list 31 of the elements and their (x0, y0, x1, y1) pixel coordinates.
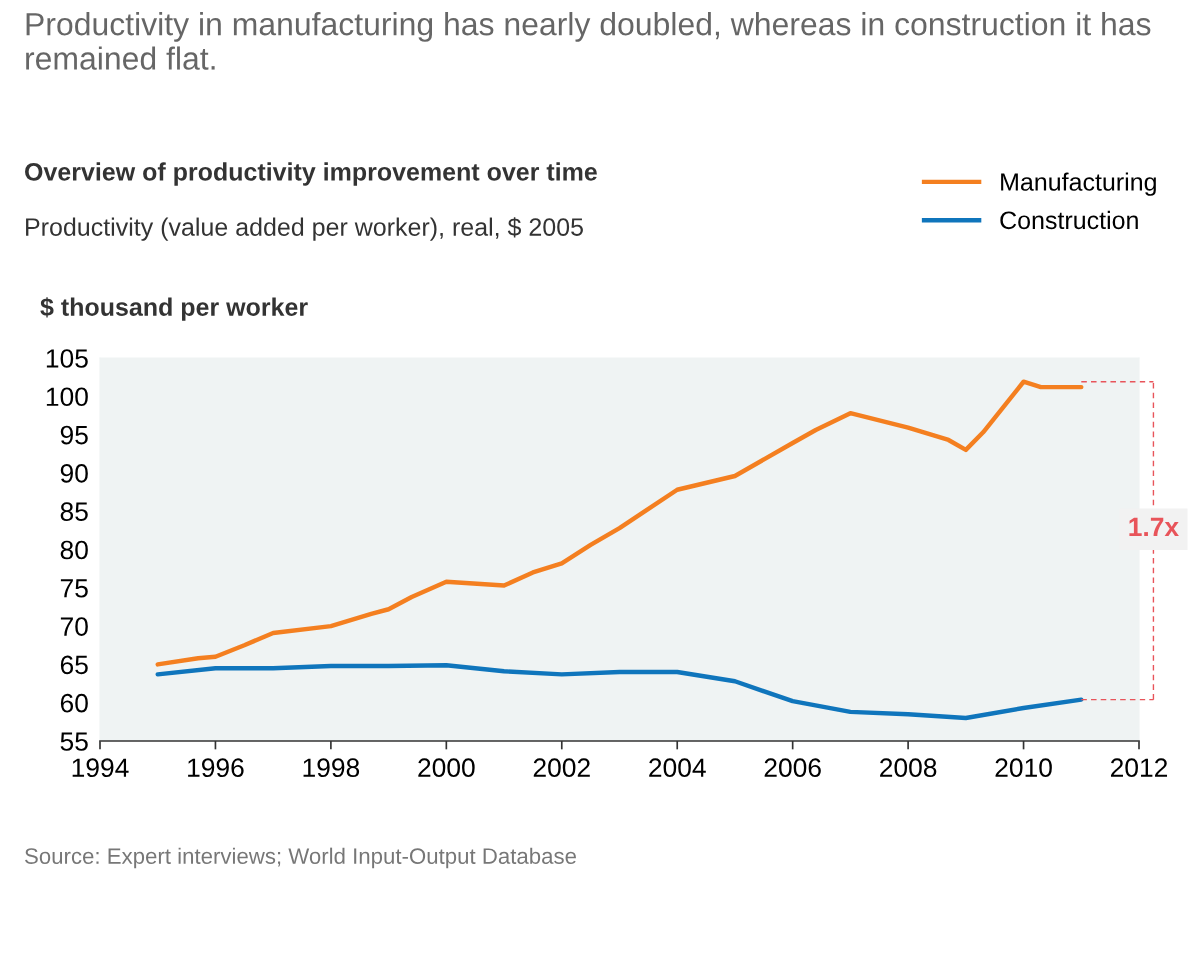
y-tick-label: 95 (60, 425, 88, 445)
y-tick-label: 85 (60, 502, 88, 522)
x-tick-label: 1996 (188, 758, 244, 778)
x-tick-label: 2000 (418, 758, 475, 778)
annotation: 1.7x (1129, 517, 1179, 537)
y-axis-title: $ thousand per worker (40, 297, 308, 321)
y-tick-label: 55 (60, 732, 88, 751)
y-tick-label: 105 (46, 349, 88, 368)
chart-title: Productivity in manufacturing has nearly doubled, whereas in construction it has remained flat. (26, 12, 1151, 70)
y-tick-label: 65 (60, 655, 88, 675)
y-tick-label: 100 (46, 387, 88, 407)
x-tick-label: 2010 (995, 758, 1052, 778)
x-tick-label: 2006 (764, 758, 821, 778)
line-series (155, 662, 1084, 721)
text: Productivity (value added per worker), real, $ 2005 (26, 217, 583, 241)
y-tick-label: 60 (60, 693, 88, 713)
x-tick-label: 2008 (880, 758, 937, 778)
y-tick-label: 75 (60, 579, 88, 598)
x-tick-label: 1994 (72, 758, 129, 778)
y-tick-label: 80 (60, 540, 88, 560)
y-tick-label: 90 (60, 464, 88, 483)
line-series (155, 379, 1084, 667)
x-tick-label: 2004 (649, 758, 706, 778)
legend-label: Manufacturing (1001, 172, 1156, 196)
source-note: Source: Expert interviews; World Input-Output Database (25, 847, 576, 869)
y-tick-label: 70 (60, 617, 88, 636)
legend-label: Construction (1000, 210, 1138, 230)
chart-subtitle: Overview of productivity improvement over time (25, 162, 597, 186)
x-tick-label: 1998 (303, 758, 360, 778)
x-tick-label: 2002 (533, 758, 590, 778)
x-tick-label: 2012 (1110, 758, 1168, 778)
